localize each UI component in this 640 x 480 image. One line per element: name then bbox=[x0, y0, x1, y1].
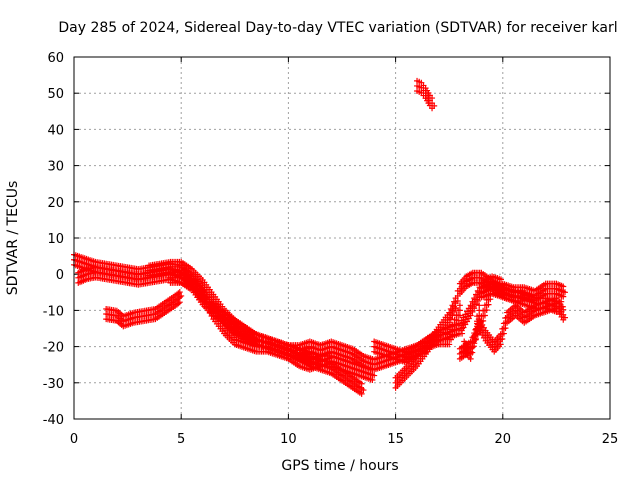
data-point-plus bbox=[360, 387, 367, 394]
y-tick-label: -20 bbox=[43, 341, 64, 356]
data-point-plus bbox=[464, 318, 471, 325]
data-point-plus bbox=[449, 331, 456, 338]
data-point-plus bbox=[446, 341, 453, 348]
data-point-plus bbox=[456, 302, 463, 309]
data-point-plus bbox=[467, 355, 474, 362]
series-track-10 bbox=[456, 280, 568, 362]
data-point-plus bbox=[476, 302, 483, 309]
data-point-plus bbox=[176, 289, 183, 296]
data-point-plus bbox=[451, 308, 458, 315]
data-point-plus bbox=[560, 283, 567, 290]
data-point-plus bbox=[358, 390, 365, 397]
y-axis-label: SDTVAR / TECUs bbox=[5, 181, 21, 296]
data-point-plus bbox=[371, 372, 378, 379]
data-point-plus bbox=[454, 297, 461, 304]
data-point-plus bbox=[465, 315, 472, 322]
x-axis-label: GPS time / hours bbox=[281, 458, 398, 474]
y-tick-label: -10 bbox=[43, 304, 64, 319]
data-point-plus bbox=[560, 293, 567, 300]
data-point-plus bbox=[560, 306, 567, 313]
data-point-plus bbox=[473, 335, 479, 342]
data-point-plus bbox=[485, 301, 492, 308]
chart-title: Day 285 of 2024, Sidereal Day-to-day VTE… bbox=[58, 20, 617, 36]
data-point-plus bbox=[467, 312, 474, 319]
y-tick-label: 40 bbox=[47, 123, 64, 138]
y-tick-label: -30 bbox=[43, 377, 64, 392]
data-point-plus bbox=[561, 314, 568, 321]
plot-frame bbox=[73, 56, 611, 420]
data-point-plus bbox=[176, 299, 183, 306]
x-axis-ticks: 0 5 10 15 20 25 bbox=[70, 57, 618, 447]
data-point-plus bbox=[499, 335, 506, 342]
data-point-plus bbox=[451, 326, 458, 333]
data-point-plus bbox=[471, 305, 478, 312]
data-point-plus bbox=[471, 340, 478, 347]
y-tick-label: -40 bbox=[43, 413, 64, 428]
data-point-plus bbox=[431, 102, 438, 109]
data-point-plus bbox=[483, 307, 490, 314]
data-point-plus bbox=[500, 330, 507, 337]
data-point-plus bbox=[459, 330, 466, 337]
x-tick-label: 10 bbox=[280, 432, 297, 447]
x-tick-label: 25 bbox=[602, 432, 619, 447]
data-point-plus bbox=[369, 377, 376, 384]
data-point-plus bbox=[467, 348, 474, 355]
y-tick-label: 0 bbox=[56, 268, 64, 283]
data-point-plus bbox=[459, 325, 466, 332]
series-track-11 bbox=[474, 295, 568, 355]
data-point-plus bbox=[487, 296, 494, 303]
x-tick-label: 0 bbox=[70, 432, 78, 447]
data-point-plus bbox=[453, 322, 460, 329]
data-point-plus bbox=[456, 307, 463, 314]
data-point-plus bbox=[480, 317, 487, 324]
y-axis-ticks: -40 -30 -20 -10 0 10 20 30 40 50 60 bbox=[43, 51, 610, 428]
data-point-plus bbox=[481, 312, 488, 319]
data-point-plus bbox=[473, 301, 479, 308]
data-point-plus bbox=[429, 95, 436, 102]
data-point-plus bbox=[474, 297, 481, 304]
data-points bbox=[71, 77, 568, 397]
series-track-3 bbox=[103, 289, 185, 330]
series-track-12 bbox=[414, 77, 438, 112]
data-point-plus bbox=[502, 325, 509, 332]
x-tick-label: 5 bbox=[177, 432, 185, 447]
y-tick-label: 60 bbox=[47, 51, 64, 66]
data-point-plus bbox=[178, 292, 185, 299]
data-point-plus bbox=[305, 355, 312, 362]
data-point-plus bbox=[459, 320, 466, 327]
data-point-plus bbox=[447, 336, 454, 343]
y-tick-label: 30 bbox=[47, 160, 64, 175]
y-tick-label: 20 bbox=[47, 196, 64, 211]
data-point-plus bbox=[469, 344, 476, 351]
data-point-plus bbox=[462, 321, 469, 328]
y-tick-label: 10 bbox=[47, 232, 64, 247]
y-tick-label: 50 bbox=[47, 87, 64, 102]
data-point-plus bbox=[447, 316, 454, 323]
x-tick-label: 20 bbox=[495, 432, 512, 447]
data-point-plus bbox=[456, 312, 463, 319]
data-point-plus bbox=[446, 319, 453, 326]
data-point-plus bbox=[469, 308, 476, 315]
series-track-5 bbox=[167, 269, 313, 362]
x-tick-label: 15 bbox=[387, 432, 404, 447]
data-point-plus bbox=[497, 341, 504, 348]
data-point-plus bbox=[455, 317, 462, 324]
data-point-plus bbox=[358, 380, 365, 387]
data-point-plus bbox=[561, 289, 568, 296]
